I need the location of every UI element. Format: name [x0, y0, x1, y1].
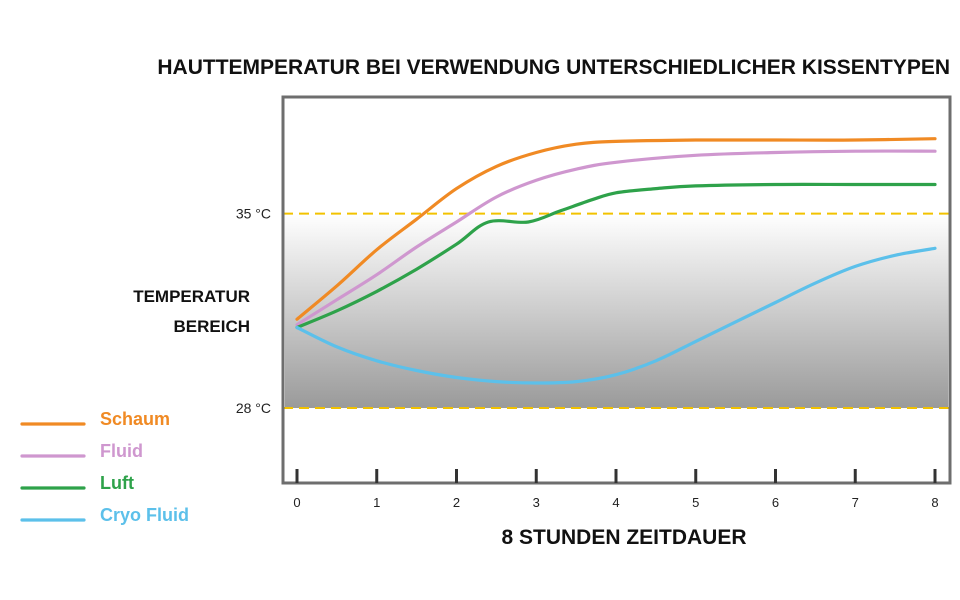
x-tick-label: 3 — [533, 495, 540, 510]
series-lines — [295, 137, 937, 385]
x-tick-label: 8 — [931, 495, 938, 510]
x-tick-label: 2 — [453, 495, 460, 510]
chart-title: HAUTTEMPERATUR BEI VERWENDUNG UNTERSCHIE… — [157, 56, 950, 79]
series-line-luft — [295, 182, 937, 330]
x-tick-label: 0 — [293, 495, 300, 510]
reference-label-1: 28 °C — [236, 400, 271, 416]
x-tick-label: 6 — [772, 495, 779, 510]
series-line-fluid — [295, 149, 937, 327]
x-axis-label: 8 STUNDEN ZEITDAUER — [501, 526, 746, 549]
legend-label: Luft — [100, 473, 134, 493]
series-line-schaum — [295, 137, 937, 321]
x-axis-ticks: 0 1 2 3 4 5 6 7 8 — [293, 469, 939, 510]
x-tick-label: 5 — [692, 495, 699, 510]
reference-labels: 35 °C 28 °C — [236, 206, 271, 416]
x-tick-label: 4 — [612, 495, 619, 510]
legend: Schaum Fluid Luft Cryo Fluid — [20, 409, 189, 525]
x-tick-label: 1 — [373, 495, 380, 510]
y-axis-label-line-2: BEREICH — [173, 317, 250, 336]
legend-label: Fluid — [100, 441, 143, 461]
legend-label: Schaum — [100, 409, 170, 429]
series-line-cryo-fluid — [295, 246, 937, 385]
plot-area: 0 1 2 3 4 5 6 7 8 — [281, 95, 952, 510]
x-tick-label: 7 — [852, 495, 859, 510]
y-axis-label-line-1: TEMPERATUR — [133, 287, 250, 306]
legend-label: Cryo Fluid — [100, 505, 189, 525]
reference-label-0: 35 °C — [236, 206, 271, 222]
